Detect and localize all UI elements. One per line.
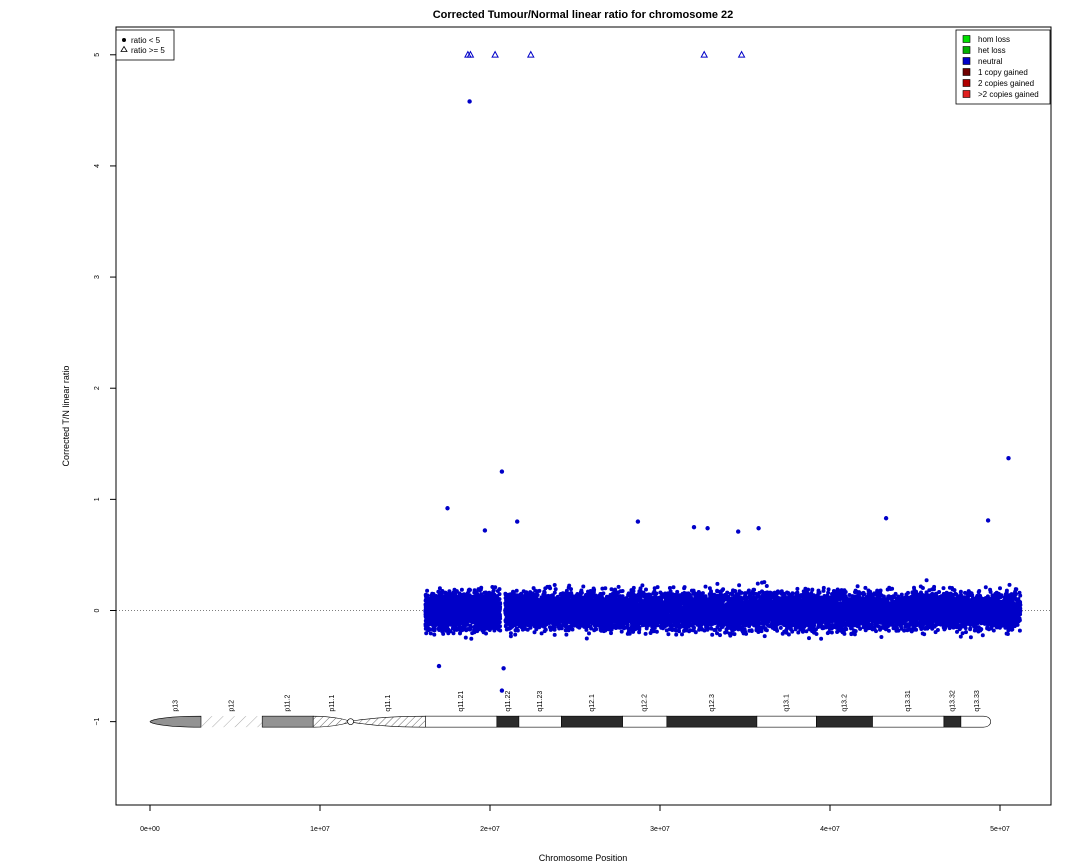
legend-categories: hom loss het loss neutral 1 copy gained 2 co… [955,29,1051,105]
y-tick-label-5: 4 [94,164,101,168]
band-q11.21 [425,715,498,728]
band-q13.32 [943,715,962,728]
band-p12 [201,716,263,728]
legend-swatch-3 [962,68,971,76]
data-point-11 [482,528,488,533]
band-q13.1 [756,715,817,728]
band-label-q13.33: q13.33 [974,690,981,712]
legend-label-0: hom loss [978,35,1010,44]
legend-label-ratio-ge5: ratio >= 5 [131,46,165,55]
band-label-p11.1: p11.1 [329,695,336,712]
data-point-triangle-5 [737,50,746,58]
data-point-14 [501,666,506,671]
band-q13.31 [872,715,945,728]
band-q11.23 [518,715,562,728]
legend-symbols: ratio < 5 ratio >= 5 [115,29,175,61]
band-label-q12.3: q12.3 [709,694,716,712]
data-point-6 [635,519,641,524]
band-label-q11.23: q11.23 [537,691,544,712]
y-tick-label-6: 5 [94,53,101,57]
data-point-12 [736,529,741,534]
legend-label-4: 2 copies gained [978,79,1034,88]
x-tick-label-1: 1e+07 [310,826,330,833]
legend-swatch-5 [962,90,971,98]
y-tick-label-0: −1 [94,718,101,726]
data-point-2 [1006,456,1011,461]
axes: 0e+00 1e+07 2e+07 3e+07 4e+07 5e+07 −1 0 1 2 3 4 5 [94,53,1010,833]
x-axis-label: Chromosome Position [539,853,628,863]
plot-frame [115,26,1052,806]
legend-swatch-2 [962,57,971,65]
band-q12.3 [666,715,758,728]
x-tick-label-2: 2e+07 [480,826,500,833]
legend-swatch-4 [962,79,971,87]
band-q12.1 [561,715,623,728]
y-tick-label-4: 3 [94,275,101,279]
data-point-7 [985,518,991,523]
chromosome-ideogram: p13 p12 p11.2 p11.1 q11.1 q11.21 q11.22 q11.23 q… [149,690,991,728]
data-point-triangle-2 [491,50,499,58]
x-tick-label-5: 5e+07 [990,826,1010,833]
x-tick-label-4: 4e+07 [820,826,840,833]
band-label-q12.1: q12.1 [589,694,596,712]
band-label-p11.2: p11.2 [285,695,292,712]
y-axis-label: Corrected T/N linear ratio [61,366,71,467]
legend-label-ratio-lt5: ratio < 5 [131,36,161,45]
band-label-q12.2: q12.2 [642,694,649,712]
data-point-triangle-3 [526,50,535,58]
x-tick-label-3: 3e+07 [650,826,670,833]
band-label-q13.1: q13.1 [784,694,791,712]
data-point-5 [515,519,520,524]
data-point-13 [499,688,505,693]
band-label-p12: p12 [229,700,236,712]
band-q11.1 [349,715,426,728]
band-label-q13.31: q13.31 [905,690,912,712]
data-point-10 [756,526,761,531]
centromere-marker [347,718,354,725]
band-label-p13: p13 [173,700,180,712]
band-p13 [149,715,202,728]
y-tick-label-1: 0 [94,608,101,612]
band-label-q11.21: q11.21 [458,691,465,712]
band-q13.33 [960,715,991,728]
data-point-15 [436,663,442,669]
band-q13.2 [816,715,873,728]
band-label-q11.22: q11.22 [505,691,512,712]
legend-triangle-marker [120,45,128,52]
legend-symbols-box [115,29,175,61]
band-p11.1 [312,715,352,728]
y-tick-label-2: 1 [94,497,101,501]
data-point-4 [883,516,889,521]
data-point-triangle-4 [700,50,709,58]
band-label-q13.2: q13.2 [841,694,848,712]
chart-title: Corrected Tumour/Normal linear ratio for… [433,9,734,21]
legend-label-5: >2 copies gained [978,90,1039,99]
data-point-0 [467,99,472,104]
data-point-9 [705,526,710,531]
band-q11.22 [496,715,520,728]
legend-swatch-1 [962,46,971,54]
legend-label-3: 1 copy gained [978,68,1028,77]
y-tick-label-3: 2 [94,386,101,390]
legend-categories-box [955,29,1051,105]
band-label-q11.1: q11.1 [385,695,392,712]
data-point-triangle-1 [466,50,475,58]
data-points-cloud [423,578,1023,641]
band-p11.2 [261,715,314,728]
legend-circle-marker [122,38,126,42]
legend-swatch-0 [962,35,971,43]
band-label-q13.32: q13.32 [949,690,956,712]
x-tick-label-0: 0e+00 [140,826,160,833]
legend-label-1: het loss [978,46,1006,55]
legend-label-2: neutral [978,57,1003,66]
band-q12.2 [622,715,668,728]
data-point-3 [445,506,450,511]
plot-area [116,50,1051,693]
data-point-8 [691,524,697,530]
data-point-1 [499,469,505,474]
